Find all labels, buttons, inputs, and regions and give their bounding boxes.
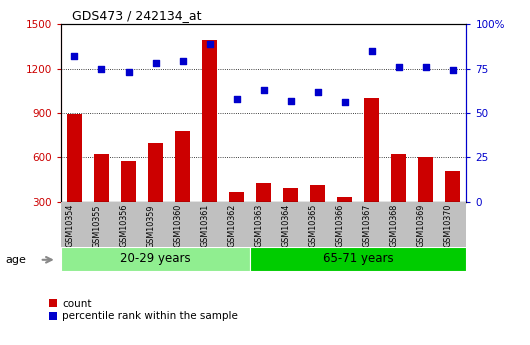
Text: GSM10368: GSM10368 — [390, 204, 399, 247]
Bar — [445, 171, 461, 246]
Bar — [121, 161, 136, 246]
Text: GSM10365: GSM10365 — [309, 204, 318, 247]
Point — [367, 48, 376, 53]
Bar — [202, 40, 217, 246]
Text: 65-71 years: 65-71 years — [323, 252, 394, 265]
Bar — [148, 142, 163, 246]
Point — [259, 87, 268, 93]
Point — [98, 66, 106, 71]
Text: GSM10355: GSM10355 — [93, 204, 102, 248]
Bar — [94, 155, 109, 246]
Text: GSM10367: GSM10367 — [363, 204, 372, 247]
Point — [178, 59, 187, 64]
Point — [205, 41, 214, 47]
Text: GSM10354: GSM10354 — [66, 204, 74, 247]
Text: GSM10370: GSM10370 — [444, 204, 453, 247]
Text: GSM10356: GSM10356 — [120, 204, 129, 247]
Legend: count, percentile rank within the sample: count, percentile rank within the sample — [47, 297, 241, 324]
Point — [152, 60, 160, 66]
Point — [286, 98, 295, 103]
Bar — [364, 98, 379, 246]
Text: GSM10363: GSM10363 — [255, 204, 263, 247]
Point — [422, 64, 430, 70]
Bar — [391, 155, 407, 246]
Text: GDS473 / 242134_at: GDS473 / 242134_at — [72, 9, 201, 22]
Point — [70, 53, 79, 59]
Text: GSM10366: GSM10366 — [336, 204, 344, 247]
Bar — [418, 157, 434, 246]
Bar — [175, 131, 190, 246]
Text: GSM10364: GSM10364 — [282, 204, 290, 247]
Bar — [61, 247, 250, 271]
Text: 20-29 years: 20-29 years — [120, 252, 191, 265]
Point — [340, 100, 349, 105]
Bar — [67, 114, 82, 246]
Point — [394, 64, 403, 70]
Text: GSM10361: GSM10361 — [201, 204, 209, 247]
Point — [124, 69, 132, 75]
Bar — [283, 188, 298, 246]
Point — [314, 89, 322, 95]
Text: age: age — [5, 255, 26, 265]
Text: GSM10362: GSM10362 — [228, 204, 236, 247]
Text: GSM10359: GSM10359 — [147, 204, 156, 248]
Point — [232, 96, 241, 101]
Text: GSM10360: GSM10360 — [174, 204, 182, 247]
Bar — [337, 197, 352, 246]
Point — [448, 68, 457, 73]
Bar — [250, 247, 466, 271]
Bar — [229, 192, 244, 246]
Text: GSM10369: GSM10369 — [417, 204, 426, 247]
Bar — [256, 183, 271, 246]
Bar — [310, 185, 325, 246]
